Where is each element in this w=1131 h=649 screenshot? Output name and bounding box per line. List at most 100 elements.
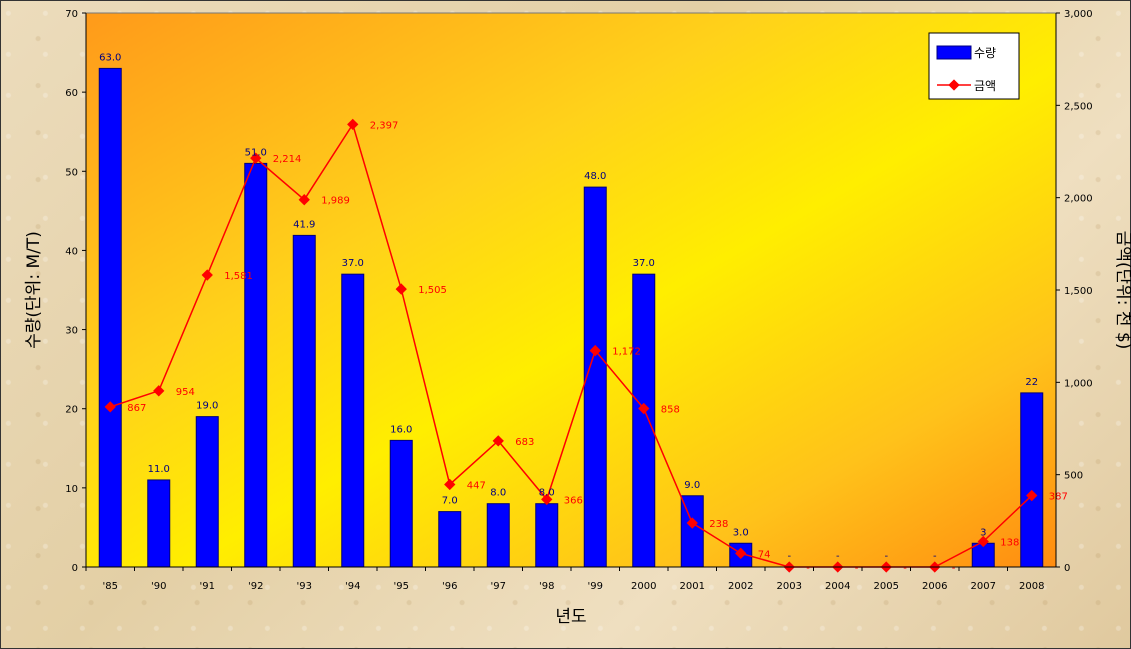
y2-tick-label: 1,500 (1064, 286, 1093, 297)
line-value-label: 867 (127, 403, 146, 414)
y-tick-label: 10 (65, 484, 78, 495)
line-value-label: 1,581 (224, 271, 253, 282)
line-point (541, 493, 553, 506)
line-value-label: - (903, 563, 907, 574)
bar-value-label: 41.9 (293, 219, 315, 230)
bar-value-label: 51.0 (245, 147, 267, 158)
y-tick-label: 20 (65, 405, 78, 416)
bar-value-label: 3 (980, 527, 986, 538)
bar-value-label: 8.0 (539, 488, 555, 499)
line-value-label: 2,214 (273, 154, 302, 165)
y2-tick-label: 0 (1064, 563, 1070, 574)
line-point (686, 517, 698, 529)
y-tick-label: 70 (65, 9, 78, 20)
line-value-label: 387 (1049, 492, 1068, 503)
x-tick-label: '98 (539, 581, 554, 592)
line-value-label: 138 (1000, 538, 1019, 549)
bar (486, 503, 510, 568)
line-point (153, 385, 165, 397)
y2-axis-title: 금액(단위: 천 $) (1113, 231, 1131, 350)
legend-line-label: 금액 (974, 79, 996, 93)
line-point (1026, 489, 1038, 502)
y2-tick-label: 1,000 (1064, 378, 1093, 389)
x-tick-label: '91 (200, 581, 215, 592)
bar-value-label: 37.0 (633, 258, 655, 269)
y-tick-label: 0 (72, 563, 78, 574)
x-tick-label: '85 (103, 581, 118, 592)
line-value-label: 238 (709, 519, 728, 530)
line-value-label: 366 (564, 495, 583, 506)
line-point (395, 283, 407, 295)
x-tick-label: 2006 (922, 581, 947, 592)
bar (341, 273, 365, 568)
y-tick-label: 30 (65, 326, 78, 337)
bar-value-label: 48.0 (584, 171, 606, 182)
line-point (250, 152, 262, 164)
x-tick-label: 2004 (825, 581, 850, 592)
bar-value-label: 3.0 (733, 527, 749, 538)
x-tick-label: 2008 (1019, 581, 1044, 592)
legend-bar-label: 수량 (974, 46, 996, 60)
x-tick-label: 2007 (971, 581, 996, 592)
y2-tick-label: 2,000 (1064, 194, 1093, 205)
line-value-label: 683 (515, 437, 534, 448)
x-tick-label: '94 (345, 581, 360, 592)
x-tick-label: 2005 (874, 581, 899, 592)
line-point (444, 478, 456, 491)
bar-value-label: 37.0 (342, 258, 364, 269)
line-point (201, 269, 213, 281)
line-point (589, 344, 601, 357)
bar-value-label: 22 (1025, 377, 1038, 388)
bar-value-label: - (933, 551, 937, 562)
line-value-label: - (806, 563, 810, 574)
bar (244, 162, 268, 568)
bar (292, 234, 316, 568)
bar (632, 273, 656, 568)
x-tick-label: 2000 (631, 581, 656, 592)
x-tick-label: '95 (394, 581, 409, 592)
line-value-label: 858 (661, 405, 680, 416)
bar (583, 186, 607, 568)
legend: 수량 금액 (928, 32, 1020, 100)
bar-value-label: 9.0 (684, 480, 700, 491)
line-value-label: 1,505 (418, 285, 447, 296)
x-tick-label: 2001 (680, 581, 705, 592)
line-value-label: 2,397 (370, 120, 399, 131)
x-tick-label: 2002 (728, 581, 753, 592)
x-tick-label: '92 (248, 581, 263, 592)
y2-tick-label: 500 (1064, 471, 1083, 482)
x-tick-label: '93 (297, 581, 312, 592)
y2-tick-label: 2,500 (1064, 101, 1093, 112)
x-tick-label: '90 (151, 581, 166, 592)
y-tick-label: 40 (65, 246, 78, 257)
y-axis-title: 수량(단위: M/T) (24, 231, 44, 349)
x-tick-label: '96 (442, 581, 457, 592)
plot-area (85, 12, 1057, 568)
bar-value-label: 11.0 (148, 464, 170, 475)
x-tick-label: 2003 (777, 581, 802, 592)
x-tick-label: '97 (491, 581, 506, 592)
line-value-label: 1,989 (321, 196, 350, 207)
y2-tick-label: 3,000 (1064, 9, 1093, 20)
bar-value-label: 7.0 (442, 496, 458, 507)
bar (1020, 392, 1044, 568)
line-point (492, 435, 504, 447)
legend-bar-swatch (936, 45, 972, 60)
bar-value-label: - (884, 551, 888, 562)
line-value-label: 954 (176, 387, 195, 398)
bar (535, 503, 559, 568)
line-point (977, 535, 989, 548)
bar-value-label: 19.0 (196, 401, 218, 412)
bar (98, 67, 122, 568)
line-value-label: 447 (467, 480, 486, 491)
legend-box (928, 32, 1020, 100)
y-tick-label: 50 (65, 167, 78, 178)
bar (389, 439, 413, 568)
line-point (638, 402, 650, 415)
line-point (298, 194, 310, 206)
bar (438, 511, 462, 568)
bar-value-label: 63.0 (99, 52, 121, 63)
y-tick-label: 60 (65, 88, 78, 99)
line-value-label: 1,172 (612, 347, 641, 358)
bar (147, 479, 171, 568)
